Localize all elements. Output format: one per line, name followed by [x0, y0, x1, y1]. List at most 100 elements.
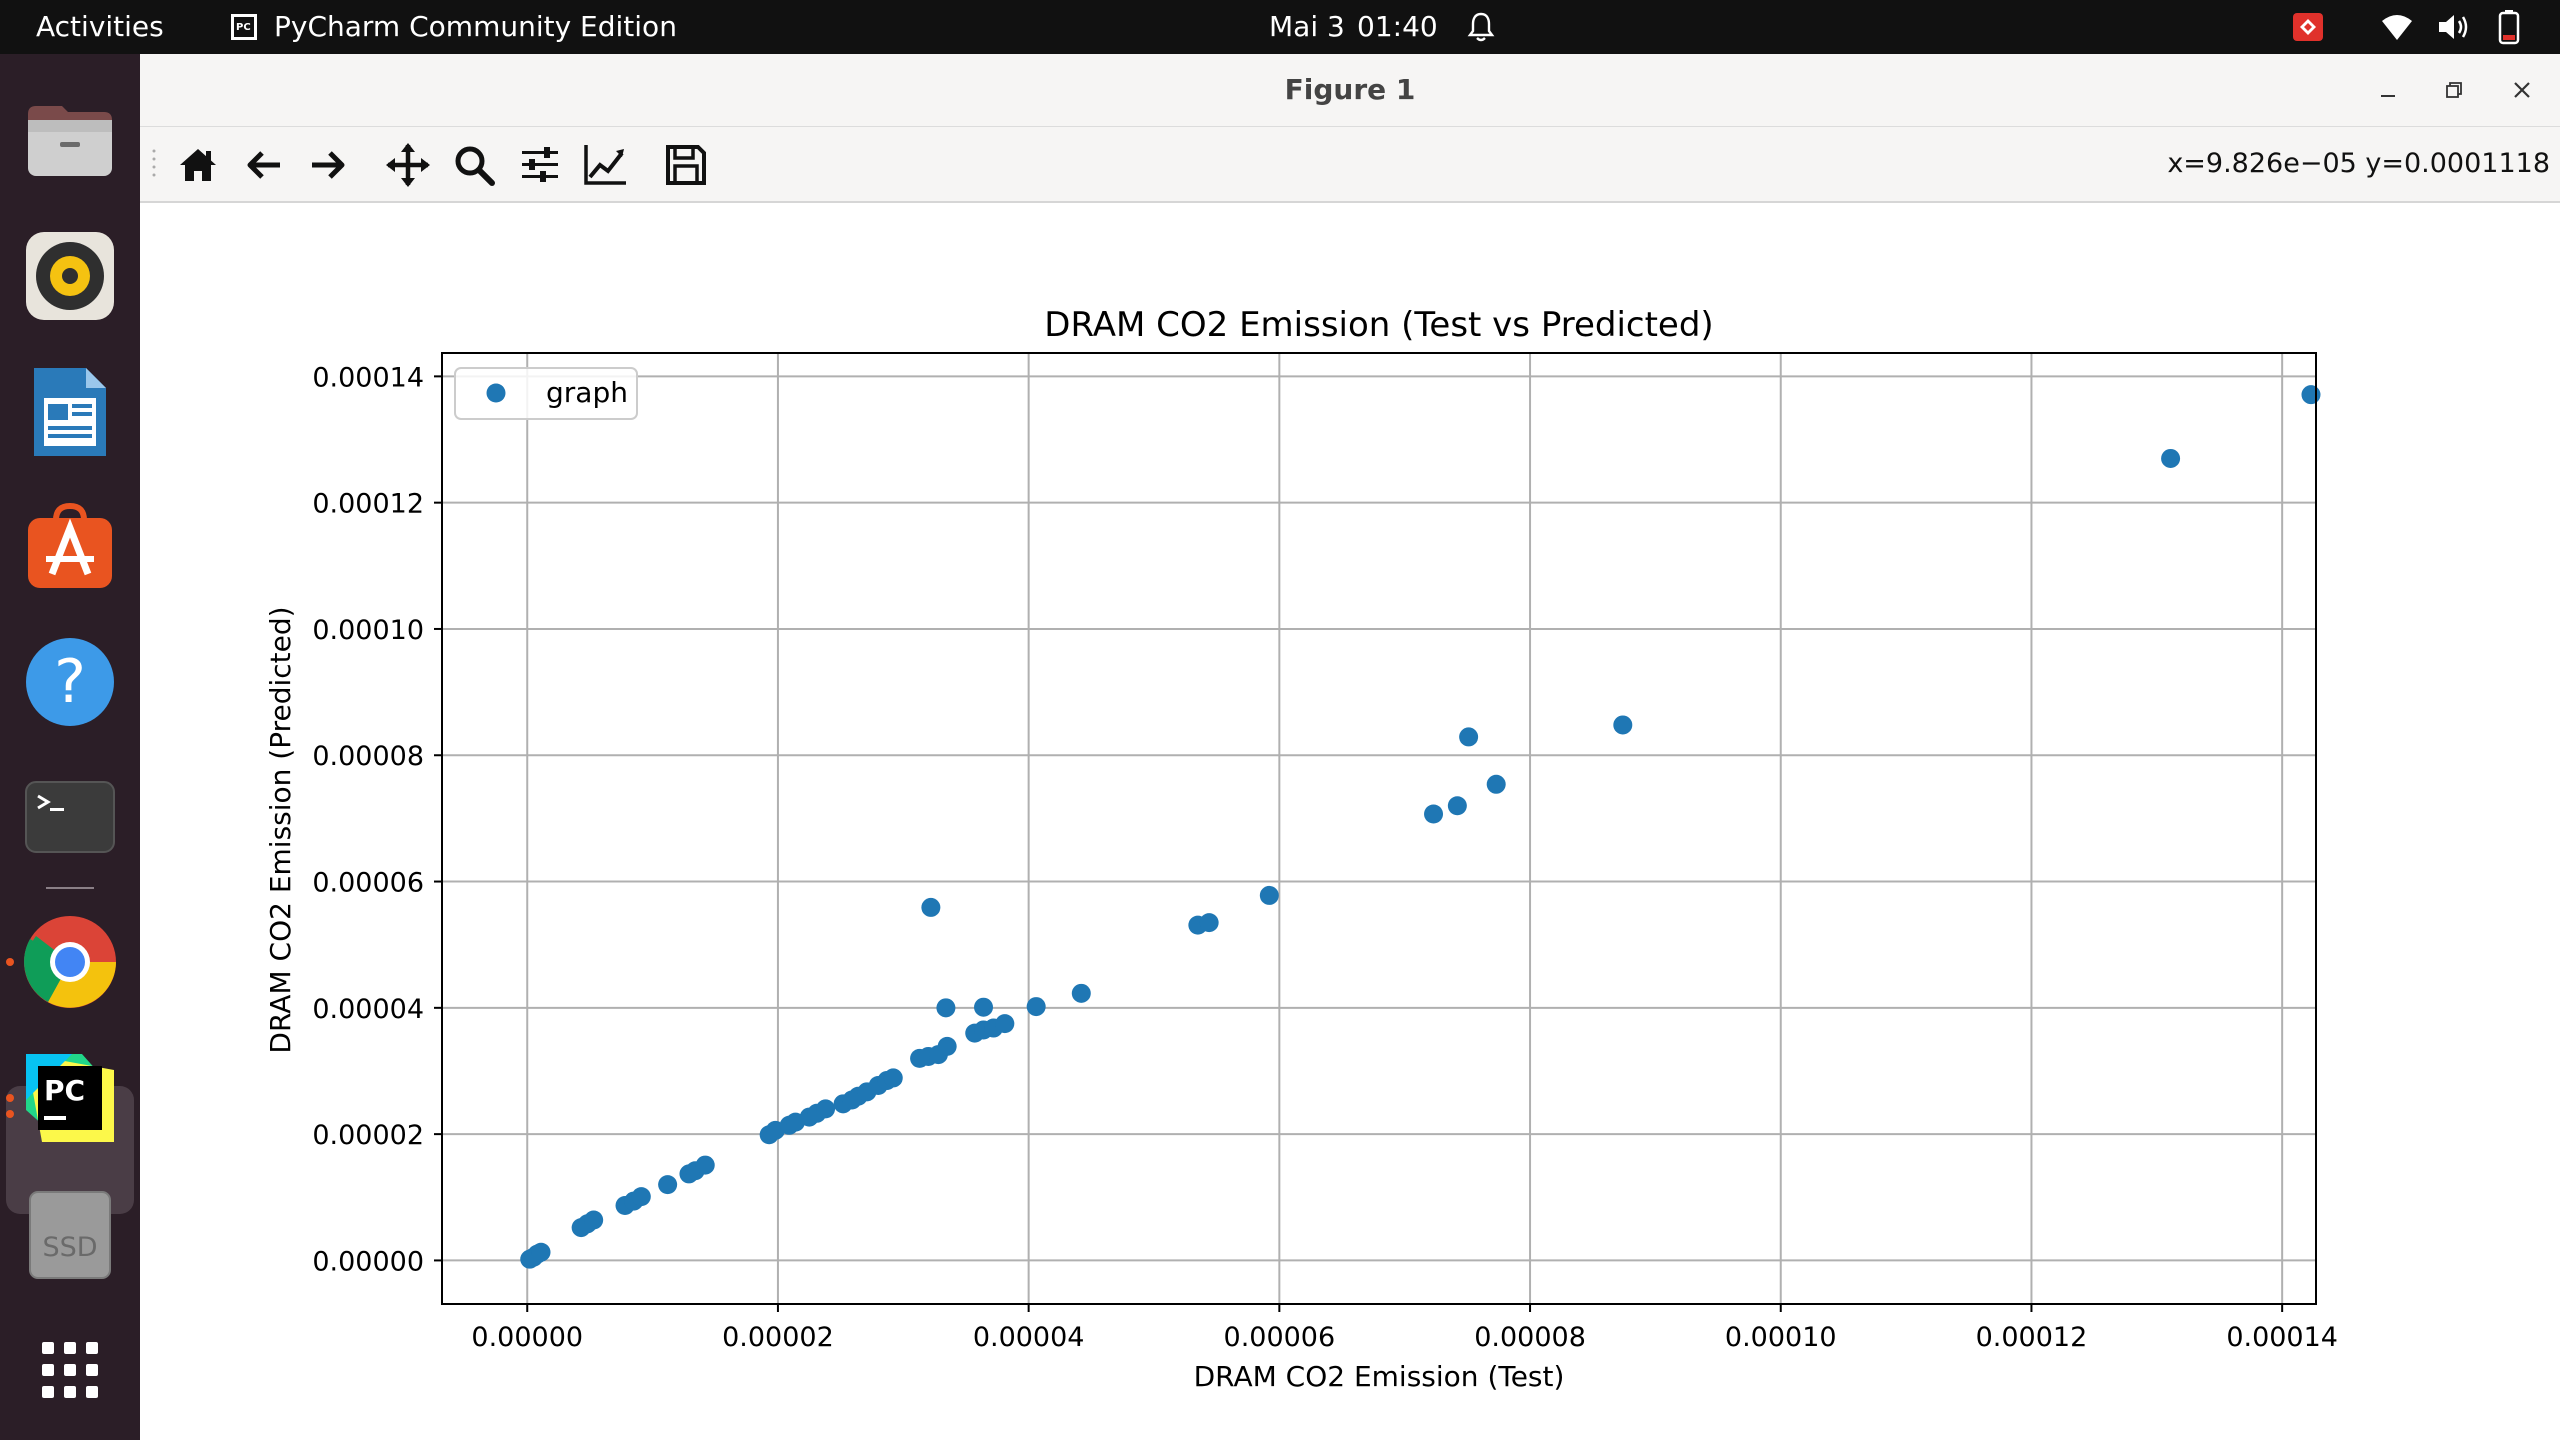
data-point [1026, 997, 1046, 1017]
close-icon[interactable] [2504, 72, 2540, 108]
app-menu[interactable]: PyCharm Community Edition [274, 10, 677, 43]
scatter-chart: 0.00000 0.00002 0.00004 0.00006 0.00008 0.000… [140, 203, 2560, 1440]
dock-terminal[interactable] [22, 768, 118, 864]
dock-pycharm[interactable]: PC [22, 1050, 118, 1146]
data-point [658, 1175, 678, 1195]
figure-canvas[interactable]: 0.00000 0.00002 0.00004 0.00006 0.00008 0.000… [140, 203, 2560, 1440]
dock-help[interactable]: ? [22, 634, 118, 730]
data-point [974, 997, 994, 1017]
remote-desktop-icon[interactable] [2292, 12, 2324, 42]
x-axis-label: DRAM CO2 Emission (Test) [1194, 1360, 1565, 1393]
data-point [631, 1187, 651, 1207]
clock-date: Mai 3 [1269, 10, 1345, 43]
window-titlebar[interactable]: Figure 1 [140, 54, 2560, 127]
x-tick-label: 0.00006 [1224, 1322, 1336, 1353]
running-indicator [6, 1094, 14, 1102]
running-indicator [6, 1110, 14, 1118]
y-tick-label: 0.00004 [312, 994, 424, 1025]
data-point [531, 1242, 551, 1262]
legend-label: graph [546, 376, 628, 409]
top-bar: Activities PC PyCharm Community Edition … [0, 0, 2560, 54]
data-point [1424, 804, 1444, 824]
dock-writer[interactable] [22, 364, 118, 460]
y-tick-label: 0.00002 [312, 1120, 424, 1151]
x-tick-label: 0.00000 [471, 1322, 583, 1353]
y-tick-label: 0.00000 [312, 1246, 424, 1277]
dock: ? PC [0, 54, 140, 1440]
data-point [995, 1014, 1015, 1034]
dock-ssd[interactable]: SSD [22, 1186, 118, 1282]
clock-time: 01:40 [1357, 10, 1438, 43]
zoom-icon[interactable] [450, 141, 498, 189]
y-axis-label: DRAM CO2 Emission (Predicted) [264, 606, 297, 1053]
forward-icon[interactable] [304, 141, 352, 189]
configure-subplots-icon[interactable] [516, 141, 564, 189]
data-point [937, 1036, 957, 1056]
running-indicator [6, 958, 14, 966]
data-point [1259, 885, 1279, 905]
terminal-icon [25, 781, 115, 853]
edit-axis-icon[interactable] [582, 141, 630, 189]
home-icon[interactable] [174, 141, 222, 189]
legend-marker [486, 383, 506, 403]
dock-files[interactable] [22, 94, 118, 190]
svg-text:PC: PC [44, 1074, 85, 1107]
x-tick-label: 0.00002 [722, 1322, 834, 1353]
window-title: Figure 1 [1284, 73, 1416, 106]
minimize-icon[interactable] [2370, 72, 2406, 108]
x-tick-label: 0.00012 [1976, 1322, 2088, 1353]
data-point [2161, 448, 2181, 468]
x-tick-label: 0.00004 [973, 1322, 1085, 1353]
y-tick-label: 0.00010 [312, 615, 424, 646]
dock-rhythmbox[interactable] [22, 228, 118, 324]
data-points [520, 385, 2321, 1269]
volume-icon[interactable] [2436, 11, 2472, 43]
data-point [1459, 727, 1479, 747]
bell-icon[interactable] [1466, 11, 1496, 43]
ssd-drive-icon [29, 1191, 111, 1279]
data-point [1486, 774, 1506, 794]
legend-box [454, 367, 638, 420]
restore-icon[interactable] [2436, 72, 2472, 108]
y-tick-label: 0.00006 [312, 868, 424, 899]
legend: graph [454, 367, 638, 420]
x-tick-label: 0.00014 [2226, 1322, 2338, 1353]
y-tick-label: 0.00014 [312, 362, 424, 393]
cursor-coordinates: x=9.826e−05 y=0.0001118 [2167, 148, 2550, 179]
dock-software[interactable] [22, 498, 118, 594]
rhythmbox-icon [26, 232, 114, 320]
back-icon[interactable] [240, 141, 288, 189]
ssd-label: SSD [42, 1232, 98, 1263]
data-point [936, 998, 956, 1018]
chrome-icon [24, 916, 116, 1008]
show-apps-grid-icon [42, 1342, 98, 1398]
data-point [883, 1068, 903, 1088]
toolbar-grip [152, 149, 156, 177]
svg-text:PC: PC [236, 22, 251, 33]
files-icon [28, 106, 112, 176]
activities-button[interactable]: Activities [36, 10, 164, 43]
save-icon[interactable] [662, 141, 710, 189]
data-point [2301, 385, 2321, 405]
ubuntu-software-icon [28, 502, 112, 588]
data-point [584, 1210, 604, 1230]
wifi-icon[interactable] [2380, 12, 2414, 42]
data-point [1447, 796, 1467, 816]
plot-frame [441, 352, 2317, 1305]
data-point [816, 1099, 836, 1119]
data-point [1199, 913, 1219, 933]
dock-chrome[interactable] [22, 914, 118, 1010]
pycharm-small-icon: PC [231, 14, 257, 40]
data-point [921, 897, 941, 917]
data-point [1071, 983, 1091, 1003]
x-tick-label: 0.00010 [1725, 1322, 1837, 1353]
chart-title: DRAM CO2 Emission (Test vs Predicted) [1044, 305, 1713, 345]
data-point [695, 1155, 715, 1175]
battery-icon[interactable] [2496, 9, 2522, 45]
pan-icon[interactable] [384, 141, 432, 189]
show-apps-button[interactable] [22, 1322, 118, 1418]
data-point [1613, 715, 1633, 735]
y-tick-label: 0.00012 [312, 489, 424, 520]
y-tick-label: 0.00008 [312, 741, 424, 772]
grid-lines [442, 353, 2316, 1304]
